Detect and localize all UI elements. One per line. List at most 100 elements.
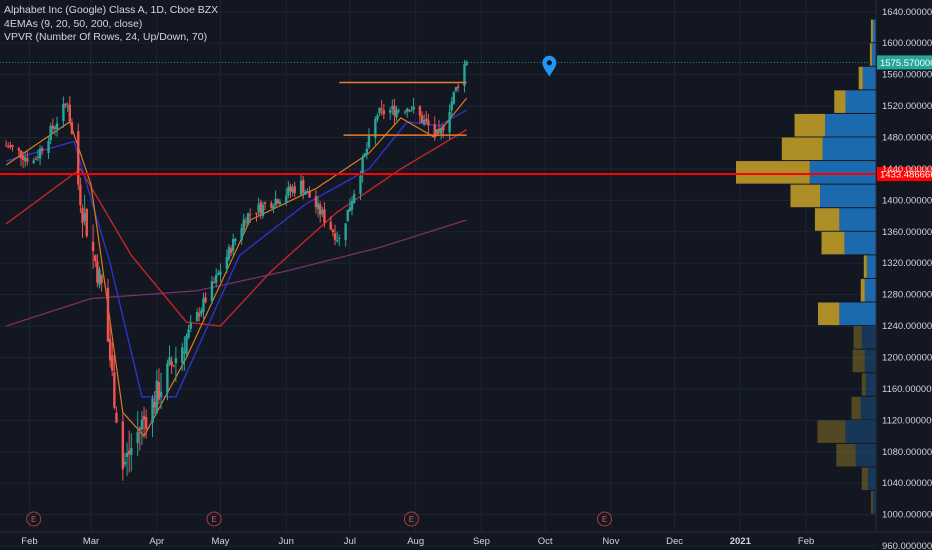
vp-bar-down [858, 66, 863, 90]
candle-body [159, 391, 163, 397]
candle-body [299, 181, 303, 195]
earnings-marker [206, 511, 222, 527]
candle-body [181, 347, 184, 363]
vp-bar-up [809, 161, 876, 184]
y-tick-label: 1440.00000000 [882, 164, 932, 175]
candle-body [270, 202, 273, 208]
vp-bar-down [870, 491, 873, 514]
candle-body [153, 402, 156, 408]
candle-body [259, 202, 262, 214]
vp-bar-down [817, 302, 840, 326]
candle-body [140, 419, 144, 430]
vp-bar-down [790, 184, 820, 208]
candle-body [189, 323, 192, 329]
legend-vpvr[interactable]: VPVR (Number Of Rows, 24, Up/Down, 70) [4, 31, 208, 43]
candle-body [113, 372, 116, 408]
candle-body [422, 120, 426, 125]
earnings-marker-label: E [409, 515, 414, 524]
candle-body [227, 247, 231, 260]
y-tick-label: 1360.00000000 [882, 227, 932, 238]
overlays: 1433.48666667 1575.57000000 E E E E [0, 55, 932, 527]
candle-body [234, 238, 237, 242]
candle-body [157, 381, 161, 400]
candle-body [225, 257, 229, 270]
candle-body [204, 297, 207, 303]
candle-body [125, 452, 129, 457]
candle-body [465, 61, 468, 66]
candle-body [123, 461, 127, 465]
candle-body [435, 129, 439, 134]
candle-body [4, 145, 8, 147]
x-tick-label: Mar [83, 536, 99, 547]
y-tick-label: 1520.00000000 [882, 101, 932, 112]
candle-body [403, 111, 407, 113]
candle-body [448, 112, 451, 133]
vp-bar-down [853, 326, 862, 349]
candle-body [62, 104, 65, 122]
candle-body [85, 208, 88, 237]
candle-body [308, 190, 311, 198]
y-tick-label: 1640.00000000 [882, 7, 932, 18]
vp-bar-up [860, 396, 876, 420]
candle-body [405, 108, 409, 112]
candle-body [427, 120, 430, 126]
candle-body [68, 104, 71, 122]
candle-body [166, 363, 169, 393]
candle-body [195, 312, 199, 322]
vp-bar-up [861, 326, 876, 349]
candle-body [21, 155, 25, 160]
candle-body [410, 110, 413, 112]
candle-body [121, 421, 125, 470]
ema-9-line [5, 97, 468, 438]
candle-body [185, 335, 188, 354]
candle-body [138, 427, 142, 430]
candle-body [172, 365, 175, 367]
candle-body [11, 145, 14, 148]
candle-body [144, 417, 148, 429]
earnings-marker-label: E [211, 515, 216, 524]
candle-body [100, 275, 103, 284]
candle-body [456, 86, 460, 88]
candle-body [34, 159, 38, 161]
ema9-path [5, 97, 468, 438]
legend-emas[interactable]: 4EMAs (9, 20, 50, 200, close) [4, 17, 143, 30]
ema-200-line [5, 219, 467, 327]
candle-body [450, 101, 453, 111]
candle-body [285, 195, 288, 203]
candle-body [7, 146, 10, 148]
legend-symbol[interactable]: Alphabet Inc (Google) Class A, 1D, Cboe … [4, 4, 219, 16]
vp-bar-up [862, 66, 876, 90]
candle-body [183, 351, 186, 353]
candle-body [242, 219, 245, 230]
y-tick-label: 1280.00000000 [882, 290, 932, 301]
y-tick-label: 1480.00000000 [882, 133, 932, 144]
vp-bar-up [845, 420, 876, 443]
candle-body [202, 298, 205, 313]
vp-bar-up [855, 443, 876, 467]
candle-body [333, 233, 337, 240]
vp-bar-down [869, 43, 872, 66]
candle-body [348, 207, 352, 212]
candle-body [316, 203, 320, 210]
candle-body [367, 135, 371, 148]
ema200-path [5, 219, 467, 327]
candle-body [98, 269, 101, 285]
vp-bar-up [871, 43, 876, 66]
earnings-marker [597, 511, 613, 527]
vp-bar-down [794, 113, 826, 137]
candles [4, 59, 468, 481]
candle-body [198, 313, 201, 317]
candle-body [19, 150, 23, 158]
vp-bar-down [821, 231, 845, 255]
candle-body [49, 125, 52, 141]
x-tick-label: Feb [798, 536, 814, 547]
candle-body [304, 192, 307, 195]
candle-body [365, 148, 369, 155]
vp-bar-up [820, 184, 876, 208]
candle-body [127, 450, 131, 455]
vp-bar-up [839, 208, 876, 231]
candle-body [393, 105, 396, 116]
